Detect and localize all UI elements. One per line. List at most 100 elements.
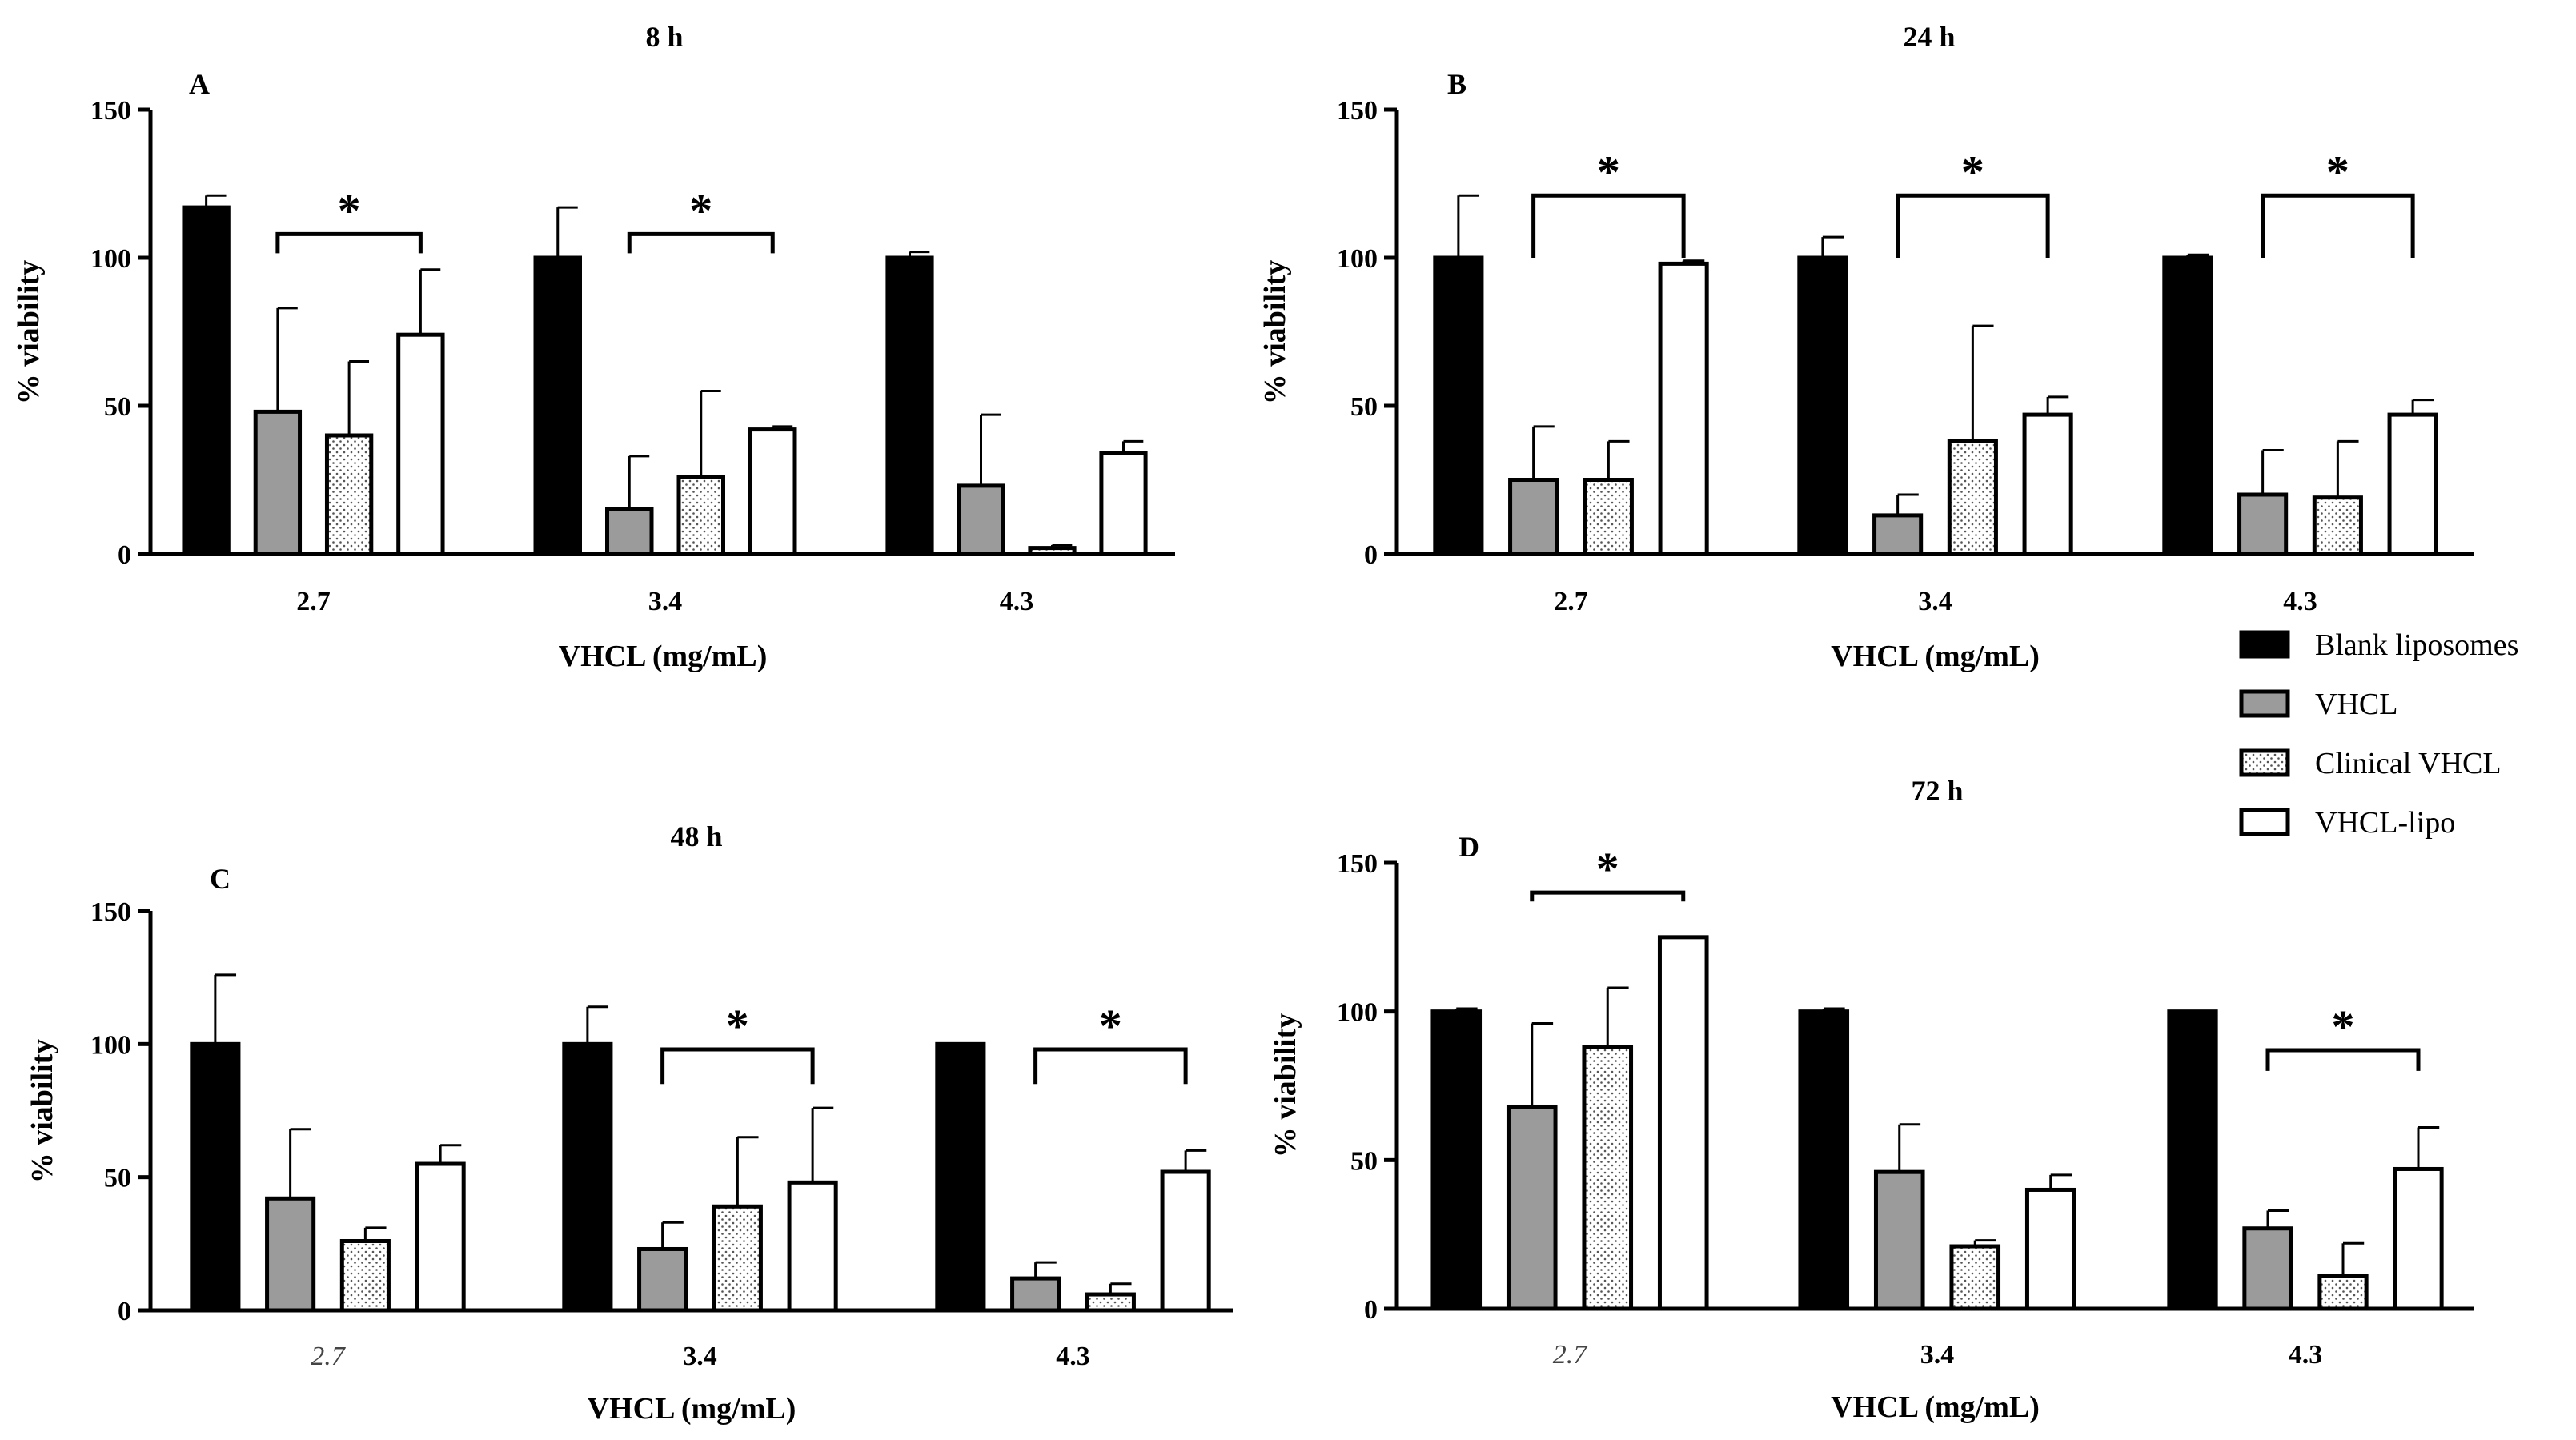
panel-b-significance-0-asterisk: * (1597, 146, 1620, 198)
panel-c-significance-1-bracket (1033, 1047, 1188, 1085)
panel-b-xlabel: VHCL (mg/mL) (1831, 640, 2040, 673)
panel-b-blank-liposomes-4-3-bar (2162, 255, 2213, 556)
panel-c-vhcl-3-4-bar (637, 1246, 688, 1313)
panel-a-xtick-label-2-7: 2.7 (296, 587, 331, 616)
legend-item-vhcl-lipo-label: VHCL-lipo (2315, 806, 2455, 840)
panel-c-xlabel: VHCL (mg/mL) (588, 1392, 796, 1426)
legend-item-blank-liposomes-swatch (2239, 630, 2290, 659)
legend-item-clinical-vhcl-swatch (2239, 748, 2290, 777)
panel-c-letter: C (210, 863, 231, 895)
panel-b-xtick-label-3-4: 3.4 (1918, 587, 1952, 616)
panel-a-ylabel: % viability (12, 260, 46, 405)
panel-a-clinical-vhcl-2-7-bar (324, 433, 374, 556)
panel-d-ytick-label-50: 50 (1350, 1146, 1378, 1176)
panel-d-significance-0-bracket (1530, 890, 1686, 902)
panel-a-letter: A (189, 68, 210, 100)
panel-d-xtick-label-2-7: 2.7 (1553, 1340, 1589, 1370)
panel-d-ytick-label-100: 100 (1337, 998, 1378, 1028)
panel-b-significance-2-asterisk: * (2326, 146, 2349, 198)
legend-item-vhcl-lipo-swatch (2239, 808, 2290, 836)
panel-a-blank-liposomes-3-4-bar (533, 255, 582, 556)
panel-a-vhcl-lipo-4-3-bar (1099, 451, 1148, 556)
panel-c-significance-1-asterisk: * (1099, 1000, 1122, 1052)
panel-c-xtick-label-4-3: 4.3 (1056, 1342, 1090, 1371)
panel-b: 24 h B 0 50 100 150 % viability VHCL (mg/mL) 2.7… (1258, 21, 2474, 673)
panel-c: 48 h C 0 50 100 150 % viability VHCL (mg/mL) 2.7… (26, 820, 1233, 1426)
panel-d-ylabel: % viability (1269, 1013, 1302, 1158)
panel-c-ytick-label-150: 150 (90, 897, 131, 927)
panel-a-significance-0-bracket (275, 231, 423, 254)
panel-a-xtick-label-4-3: 4.3 (1000, 587, 1034, 616)
panel-d-vhcl-4-3-bar (2242, 1226, 2293, 1311)
panel-c-clinical-vhcl-3-4-bar (712, 1204, 763, 1313)
panel-d-vhcl-lipo-3-4-bar (2024, 1187, 2076, 1311)
panel-d-ytick-label-150: 150 (1337, 849, 1378, 879)
panel-c-ytick-label-50: 50 (104, 1164, 131, 1193)
panel-b-ylabel: % viability (1258, 260, 1292, 405)
panel-a-blank-liposomes-4-3-bar (885, 255, 934, 556)
legend-item-vhcl-swatch (2239, 689, 2290, 718)
panels-group: 8 h A 0 50 100 150 % viability VHCL (mg/mL) 2.7 3… (12, 21, 2474, 1426)
legend-item-blank-liposomes-label: Blank liposomes (2315, 628, 2518, 662)
panel-d-vhcl-lipo-2-7-bar (1657, 935, 1709, 1311)
panel-b-ytick-label-50: 50 (1350, 392, 1378, 422)
panel-c-significance-0-bracket (660, 1047, 815, 1085)
panel-d-significance-0-asterisk: * (1596, 843, 1619, 895)
panel-a-ytick-label-100: 100 (90, 244, 131, 274)
panel-b-blank-liposomes-3-4-bar (1797, 255, 1848, 556)
panel-c-vhcl-2-7-bar (265, 1196, 316, 1313)
panel-c-significance-0-asterisk: * (726, 1000, 749, 1052)
legend-item-vhcl: VHCL (2239, 688, 2397, 721)
panel-d-vhcl-2-7-bar (1506, 1104, 1558, 1311)
panel-b-vhcl-3-4-bar (1872, 513, 1924, 556)
panel-b-vhcl-4-3-bar (2237, 492, 2289, 556)
panel-b-significance-0-bracket (1531, 193, 1686, 258)
panel-b-clinical-vhcl-4-3-bar (2312, 495, 2363, 556)
panel-c-blank-liposomes-2-7-bar (190, 1041, 241, 1313)
panel-b-blank-liposomes-2-7-bar (1433, 255, 1484, 556)
panel-c-ytick-label-100: 100 (90, 1030, 131, 1060)
panel-b-significance-1-asterisk: * (1961, 146, 1984, 198)
panel-b-vhcl-lipo-4-3-bar (2387, 412, 2438, 556)
panel-c-blank-liposomes-3-4-bar (562, 1041, 613, 1313)
panel-b-vhcl-lipo-3-4-bar (2022, 412, 2073, 556)
panel-d-vhcl-lipo-4-3-bar (2393, 1166, 2444, 1311)
panel-a-vhcl-lipo-3-4-bar (748, 427, 797, 556)
panel-a-xlabel: VHCL (mg/mL) (559, 640, 768, 673)
panel-a-ytick-label-150: 150 (90, 96, 131, 126)
legend-item-clinical-vhcl-label: Clinical VHCL (2315, 747, 2502, 780)
panel-a-blank-liposomes-2-7-bar (182, 205, 231, 556)
panel-c-ytick-label-0: 0 (118, 1297, 131, 1326)
legend-item-clinical-vhcl: Clinical VHCL (2239, 747, 2502, 780)
panel-a-vhcl-2-7-bar (253, 409, 303, 556)
panel-b-xtick-label-4-3: 4.3 (2283, 587, 2317, 616)
panel-b-vhcl-2-7-bar (1508, 478, 1559, 556)
panel-b-xtick-label-2-7: 2.7 (1554, 587, 1588, 616)
panel-c-ylabel: % viability (26, 1039, 59, 1184)
panel-c-vhcl-lipo-4-3-bar (1160, 1169, 1211, 1313)
legend-item-blank-liposomes: Blank liposomes (2239, 628, 2518, 662)
panel-a-significance-0-asterisk: * (338, 184, 361, 236)
panel-a-title: 8 h (645, 21, 683, 53)
panel-a-vhcl-3-4-bar (605, 507, 654, 556)
panel-a-vhcl-4-3-bar (957, 483, 1005, 556)
panel-d-blank-liposomes-4-3-bar (2167, 1009, 2218, 1311)
legend: Blank liposomes VHCL Clinical VHCL VHCL-lip… (2239, 628, 2518, 840)
panel-b-clinical-vhcl-3-4-bar (1947, 439, 1998, 556)
panel-c-clinical-vhcl-4-3-bar (1085, 1292, 1136, 1313)
panel-a: 8 h A 0 50 100 150 % viability VHCL (mg/mL) 2.7 3… (12, 21, 1175, 673)
panel-c-vhcl-lipo-2-7-bar (415, 1161, 466, 1313)
panel-d-ytick-label-0: 0 (1364, 1295, 1378, 1325)
panel-b-significance-1-bracket (1896, 193, 2050, 258)
panel-c-vhcl-lipo-3-4-bar (787, 1180, 838, 1313)
panel-c-blank-liposomes-4-3-bar (935, 1041, 986, 1313)
panel-b-significance-2-bracket (2261, 193, 2415, 258)
panel-c-vhcl-4-3-bar (1010, 1276, 1061, 1313)
panel-b-ytick-label-0: 0 (1364, 540, 1378, 570)
legend-item-vhcl-lipo: VHCL-lipo (2239, 806, 2455, 840)
panel-d-xlabel: VHCL (mg/mL) (1831, 1390, 2040, 1424)
panel-c-clinical-vhcl-2-7-bar (339, 1239, 391, 1313)
panel-d-clinical-vhcl-3-4-bar (1949, 1244, 2001, 1311)
panel-b-title: 24 h (1903, 21, 1955, 53)
